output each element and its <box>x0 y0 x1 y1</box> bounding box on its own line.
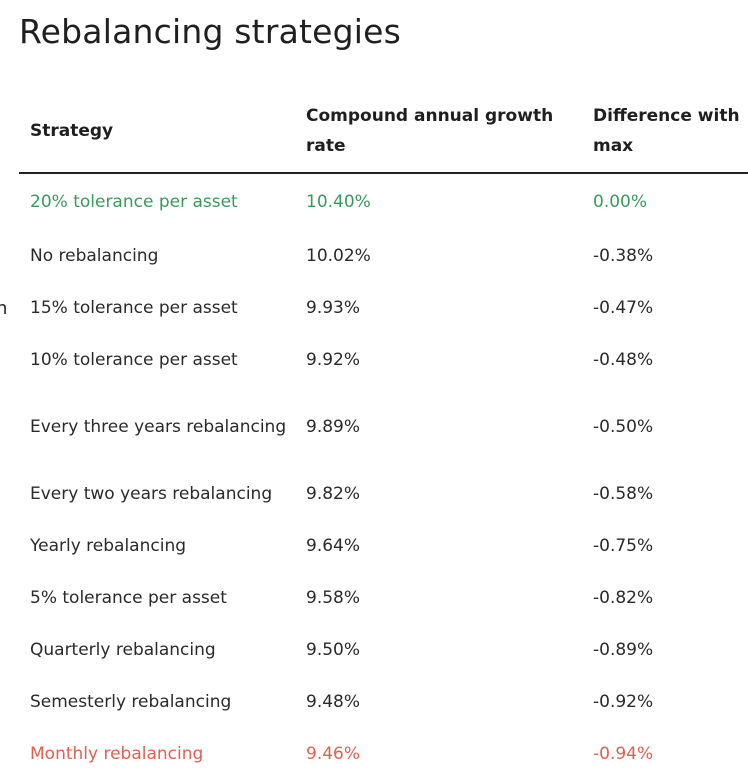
cell-difference: -0.47% <box>593 298 654 318</box>
cell-cagr: 9.48% <box>306 692 361 712</box>
table-header-row: Strategy Compound annual growth rate Dif… <box>19 90 748 174</box>
header-cagr: Compound annual growth rate <box>294 90 581 174</box>
table-header: Strategy Compound annual growth rate Dif… <box>19 90 748 174</box>
cell-cagr: 10.40% <box>306 192 371 212</box>
cell-difference: -0.58% <box>593 484 654 504</box>
cell-strategy: 15% tolerance per asset <box>30 298 238 318</box>
page-title: Rebalancing strategies <box>19 12 402 51</box>
cell-difference: -0.92% <box>593 692 654 712</box>
table-row: No rebalancing 10.02% -0.38% <box>19 230 748 282</box>
cell-cagr: 9.58% <box>306 588 361 608</box>
table-row: Semesterly rebalancing 9.48% -0.92% <box>19 676 748 728</box>
cell-cagr: 9.46% <box>306 744 361 764</box>
table-row: 10% tolerance per asset 9.92% -0.48% <box>19 334 748 386</box>
header-difference: Difference with max <box>581 90 748 174</box>
cell-strategy: 5% tolerance per asset <box>30 588 227 608</box>
strategies-table-container: Strategy Compound annual growth rate Dif… <box>19 90 748 780</box>
table-row: Every two years rebalancing 9.82% -0.58% <box>19 468 748 520</box>
cell-strategy: Every two years rebalancing <box>30 484 273 504</box>
cell-difference: 0.00% <box>593 192 648 212</box>
cell-cagr: 9.92% <box>306 350 361 370</box>
table-row: 5% tolerance per asset 9.58% -0.82% <box>19 572 748 624</box>
cell-difference: -0.50% <box>593 417 654 437</box>
cell-strategy: 10% tolerance per asset <box>30 350 238 370</box>
cell-difference: -0.89% <box>593 640 654 660</box>
cell-strategy: 20% tolerance per asset <box>30 192 238 212</box>
table-row: Every three years rebalancing 9.89% -0.5… <box>19 386 748 468</box>
cell-difference: -0.82% <box>593 588 654 608</box>
table-row: 15% tolerance per asset 9.93% -0.47% <box>19 282 748 334</box>
cell-strategy: No rebalancing <box>30 246 159 266</box>
table-row: 20% tolerance per asset 10.40% 0.00% <box>19 173 748 230</box>
cell-difference: -0.48% <box>593 350 654 370</box>
cell-cagr: 9.93% <box>306 298 361 318</box>
cell-difference: -0.38% <box>593 246 654 266</box>
table-row: Monthly rebalancing 9.46% -0.94% <box>19 728 748 780</box>
table-body: 20% tolerance per asset 10.40% 0.00% No … <box>19 173 748 780</box>
cell-cagr: 9.82% <box>306 484 361 504</box>
cropped-text-fragment: n <box>0 298 8 319</box>
cell-cagr: 10.02% <box>306 246 371 266</box>
table-row: Quarterly rebalancing 9.50% -0.89% <box>19 624 748 676</box>
cell-strategy: Quarterly rebalancing <box>30 640 216 660</box>
cell-strategy: Yearly rebalancing <box>30 536 187 556</box>
cell-difference: -0.75% <box>593 536 654 556</box>
cell-strategy: Every three years rebalancing <box>30 417 287 437</box>
strategies-table: Strategy Compound annual growth rate Dif… <box>19 90 748 780</box>
cell-strategy: Semesterly rebalancing <box>30 692 232 712</box>
cell-difference: -0.94% <box>593 744 654 764</box>
cell-strategy: Monthly rebalancing <box>30 744 204 764</box>
table-row: Yearly rebalancing 9.64% -0.75% <box>19 520 748 572</box>
cell-cagr: 9.89% <box>306 417 361 437</box>
cell-cagr: 9.64% <box>306 536 361 556</box>
cell-cagr: 9.50% <box>306 640 361 660</box>
header-strategy: Strategy <box>19 90 294 174</box>
